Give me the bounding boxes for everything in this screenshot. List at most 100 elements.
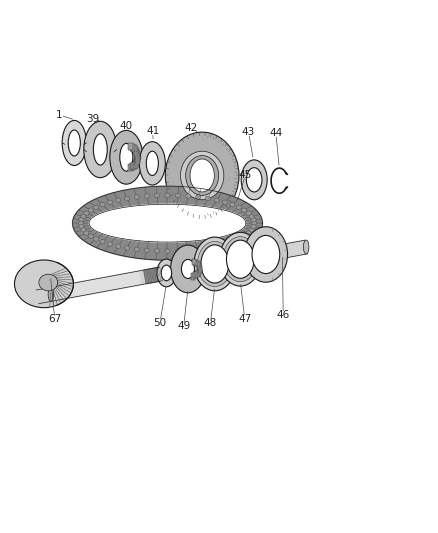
Ellipse shape [241,234,246,238]
Ellipse shape [190,159,214,192]
Ellipse shape [214,244,219,248]
Bar [134,157,140,164]
Text: 40: 40 [120,121,133,131]
Ellipse shape [248,214,254,219]
Ellipse shape [48,287,53,301]
Ellipse shape [170,245,205,293]
Ellipse shape [197,241,232,286]
Ellipse shape [251,236,279,273]
Ellipse shape [78,221,83,225]
Ellipse shape [110,131,142,184]
Ellipse shape [241,208,246,212]
Ellipse shape [175,249,180,253]
Ellipse shape [236,237,241,241]
Ellipse shape [100,239,105,244]
Ellipse shape [195,247,200,252]
Ellipse shape [88,208,93,212]
Ellipse shape [115,198,120,203]
Text: 47: 47 [237,313,251,324]
Ellipse shape [120,143,133,171]
Text: 42: 42 [184,123,198,133]
Ellipse shape [79,217,84,222]
Ellipse shape [93,205,99,209]
Bar [134,159,139,166]
Ellipse shape [185,194,191,198]
Ellipse shape [107,242,112,246]
Ellipse shape [144,194,149,198]
Polygon shape [143,267,162,284]
Bar [191,259,195,265]
Bar [191,273,195,279]
Bar [129,144,134,151]
Ellipse shape [222,242,227,246]
Ellipse shape [229,239,234,244]
Bar [195,261,200,268]
Bar [197,267,201,273]
Ellipse shape [244,227,287,282]
Text: 41: 41 [146,126,159,136]
Bar [129,164,134,171]
Bar [196,269,201,275]
Ellipse shape [222,200,227,204]
Ellipse shape [251,224,255,229]
Ellipse shape [226,240,254,278]
Ellipse shape [139,142,165,185]
Ellipse shape [14,260,73,308]
Bar [134,149,139,156]
Ellipse shape [100,203,105,207]
Bar [133,147,138,154]
Ellipse shape [175,193,180,198]
Text: 1: 1 [56,110,62,120]
Ellipse shape [154,249,159,253]
Bar [135,155,140,162]
Text: 67: 67 [48,314,61,325]
Ellipse shape [84,231,89,235]
Ellipse shape [181,260,194,278]
Ellipse shape [62,120,86,166]
Ellipse shape [245,211,251,215]
Ellipse shape [124,246,130,250]
Ellipse shape [134,247,139,252]
Bar [127,164,133,171]
Ellipse shape [165,249,170,253]
Bar [195,271,199,277]
Ellipse shape [107,200,112,204]
Text: 44: 44 [268,128,282,138]
Ellipse shape [214,198,219,203]
Ellipse shape [161,265,171,281]
Ellipse shape [115,244,120,248]
Ellipse shape [81,214,86,219]
Ellipse shape [156,259,176,287]
Bar [194,260,198,266]
Polygon shape [36,240,307,304]
Polygon shape [63,278,106,298]
Ellipse shape [251,217,255,222]
Ellipse shape [251,221,256,225]
Ellipse shape [165,132,238,219]
Ellipse shape [229,203,234,207]
Text: 43: 43 [241,127,254,137]
Ellipse shape [194,237,235,291]
Ellipse shape [84,211,89,215]
Ellipse shape [303,240,308,254]
Bar [135,153,140,160]
Ellipse shape [195,195,200,199]
Ellipse shape [154,193,159,198]
Ellipse shape [165,193,170,197]
Ellipse shape [93,134,107,165]
Bar [197,265,201,271]
Ellipse shape [223,237,257,282]
Text: 50: 50 [153,318,166,328]
Text: 48: 48 [203,318,217,328]
Ellipse shape [248,228,254,232]
Ellipse shape [68,130,80,156]
Ellipse shape [245,231,251,235]
Polygon shape [202,254,232,273]
Ellipse shape [88,234,93,238]
Ellipse shape [185,156,218,196]
Bar [193,272,197,278]
Text: 45: 45 [238,169,251,180]
Polygon shape [89,204,245,242]
Ellipse shape [205,246,210,250]
Bar [131,162,136,169]
